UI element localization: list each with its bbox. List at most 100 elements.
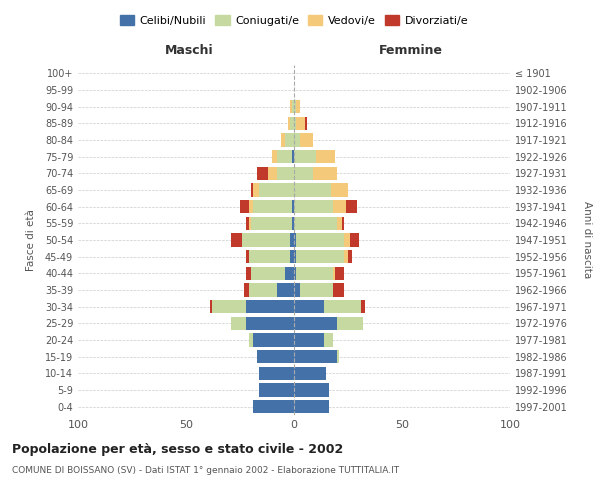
Legend: Celibi/Nubili, Coniugati/e, Vedovi/e, Divorziati/e: Celibi/Nubili, Coniugati/e, Vedovi/e, Di… [115, 10, 473, 30]
Bar [247, 250, 248, 264]
Text: Maschi: Maschi [164, 44, 214, 58]
Bar [257, 166, 268, 180]
Text: Maschi: Maschi [0, 499, 1, 500]
Bar [247, 216, 248, 230]
Bar [277, 150, 292, 164]
Bar [253, 334, 294, 346]
Bar [294, 384, 329, 396]
Bar [253, 400, 294, 413]
Bar [259, 184, 294, 196]
Bar [290, 116, 294, 130]
Bar [244, 284, 248, 296]
Bar [361, 300, 365, 314]
Bar [350, 234, 359, 246]
Bar [316, 150, 335, 164]
Bar [294, 116, 296, 130]
Bar [333, 284, 344, 296]
Bar [292, 150, 294, 164]
Bar [294, 284, 301, 296]
Bar [294, 316, 337, 330]
Bar [232, 234, 242, 246]
Bar [294, 300, 324, 314]
Bar [294, 150, 316, 164]
Text: Popolazione per età, sesso e stato civile - 2002: Popolazione per età, sesso e stato civil… [12, 442, 343, 456]
Bar [301, 134, 313, 146]
Bar [286, 266, 294, 280]
Bar [251, 184, 253, 196]
Bar [333, 200, 346, 213]
Bar [253, 200, 292, 213]
Text: Femmine: Femmine [379, 44, 443, 58]
Bar [341, 216, 344, 230]
Bar [292, 100, 294, 114]
Bar [257, 350, 294, 364]
Bar [346, 200, 356, 213]
Bar [294, 100, 296, 114]
Y-axis label: Anni di nascita: Anni di nascita [581, 202, 592, 278]
Bar [242, 234, 290, 246]
Bar [247, 300, 294, 314]
Bar [253, 184, 259, 196]
Bar [294, 166, 313, 180]
Bar [251, 266, 286, 280]
Bar [294, 216, 337, 230]
Bar [277, 284, 294, 296]
Bar [301, 284, 333, 296]
Bar [305, 116, 307, 130]
Bar [281, 134, 286, 146]
Bar [259, 384, 294, 396]
Bar [294, 234, 296, 246]
Bar [294, 250, 296, 264]
Bar [248, 334, 253, 346]
Bar [331, 184, 348, 196]
Bar [335, 266, 344, 280]
Bar [248, 200, 253, 213]
Bar [240, 200, 248, 213]
Text: Femmine: Femmine [0, 499, 1, 500]
Bar [248, 284, 277, 296]
Bar [296, 234, 344, 246]
Bar [290, 234, 294, 246]
Bar [210, 300, 212, 314]
Bar [292, 216, 294, 230]
Bar [248, 216, 251, 230]
Bar [212, 300, 247, 314]
Bar [296, 116, 305, 130]
Bar [344, 234, 350, 246]
Bar [337, 216, 341, 230]
Bar [294, 134, 301, 146]
Bar [248, 250, 290, 264]
Bar [337, 350, 340, 364]
Bar [294, 366, 326, 380]
Text: COMUNE DI BOISSANO (SV) - Dati ISTAT 1° gennaio 2002 - Elaborazione TUTTITALIA.I: COMUNE DI BOISSANO (SV) - Dati ISTAT 1° … [12, 466, 399, 475]
Bar [268, 166, 277, 180]
Bar [294, 266, 296, 280]
Bar [294, 200, 333, 213]
Bar [294, 184, 331, 196]
Bar [290, 250, 294, 264]
Bar [259, 366, 294, 380]
Bar [313, 166, 337, 180]
Bar [251, 216, 292, 230]
Bar [232, 316, 247, 330]
Bar [292, 200, 294, 213]
Bar [286, 134, 294, 146]
Bar [296, 266, 333, 280]
Bar [324, 334, 333, 346]
Bar [333, 266, 335, 280]
Bar [337, 316, 363, 330]
Bar [294, 334, 324, 346]
Bar [290, 100, 292, 114]
Bar [294, 400, 329, 413]
Bar [272, 150, 277, 164]
Y-axis label: Fasce di età: Fasce di età [26, 209, 37, 271]
Bar [247, 266, 251, 280]
Bar [287, 116, 290, 130]
Bar [348, 250, 352, 264]
Bar [296, 250, 344, 264]
Bar [296, 100, 301, 114]
Bar [324, 300, 361, 314]
Bar [344, 250, 348, 264]
Bar [247, 316, 294, 330]
Bar [277, 166, 294, 180]
